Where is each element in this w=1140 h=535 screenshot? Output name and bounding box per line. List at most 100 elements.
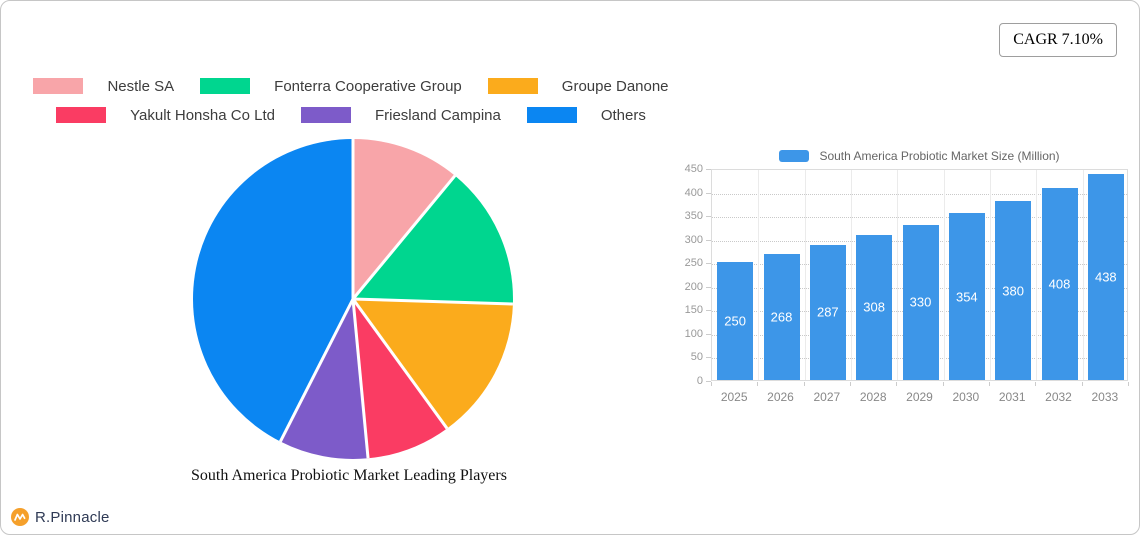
bar-value-label: 438	[1094, 269, 1117, 285]
legend-item-label: Yakult Honsha Co Ltd	[130, 106, 275, 124]
pie-slice-nestle-sa	[353, 139, 455, 299]
x-axis-tick-mark	[803, 382, 805, 386]
legend-color-swatch	[487, 78, 538, 94]
x-axis-tick-mark	[850, 382, 851, 386]
y-axis-tick-label: 100	[684, 327, 703, 340]
x-axis-tick-mark	[1128, 382, 1129, 386]
pie-slice-fonterra-cooperative-group	[353, 175, 513, 305]
pie-chart	[188, 134, 518, 464]
bar-value-label: 287	[816, 304, 839, 320]
x-axis-tick-mark	[1081, 382, 1083, 386]
gridline-horizontal	[712, 193, 1127, 195]
y-axis-tick-mark	[706, 169, 711, 170]
legend-color-swatch	[200, 78, 251, 94]
x-axis-tick-mark	[757, 382, 759, 386]
bar-chart-legend[interactable]: South America Probiotic Market Size (Mil…	[711, 148, 1128, 164]
y-axis-tick-label: 400	[684, 186, 703, 199]
legend-item-label: Friesland Campina	[374, 106, 501, 124]
gridline-vertical	[851, 170, 852, 380]
bar-value-label: 250	[724, 313, 746, 329]
pie-legend: Nestle SA Fonterra Cooperative Group Group…	[31, 75, 671, 133]
legend-color-swatch	[33, 78, 84, 94]
bar-value-label: 268	[770, 309, 793, 325]
gridline-vertical	[804, 170, 806, 380]
pie-legend-row-2: Yakult Honsha Co Ltd Friesland Campina Oth…	[31, 104, 671, 126]
gridline-vertical	[897, 170, 899, 380]
pie-slice-yakult-honsha-co-ltd	[353, 299, 448, 459]
bar-value-label: 308	[863, 299, 885, 315]
y-axis-tick-mark	[706, 357, 711, 359]
legend-item-label: Nestle SA	[107, 77, 175, 95]
y-axis-tick-mark	[706, 333, 711, 335]
bar-2025: 250	[717, 262, 754, 380]
gridline-vertical	[943, 170, 945, 380]
bar-2030: 354	[948, 213, 985, 380]
legend-item-fonterra-cooperative-group[interactable]: Fonterra Cooperative Group	[200, 78, 462, 95]
gridline-vertical	[990, 170, 991, 380]
y-axis-tick-label: 50	[690, 351, 703, 364]
pie-slice-divider	[351, 298, 370, 459]
legend-color-swatch	[300, 107, 351, 123]
legend-item-nestle-sa[interactable]: Nestle SA	[33, 78, 174, 95]
brand-icon	[11, 508, 29, 526]
legend-item-groupe-danone[interactable]: Groupe Danone	[487, 77, 669, 95]
gridline-horizontal	[712, 217, 1127, 219]
x-axis-tick-mark	[711, 382, 712, 386]
y-axis-tick-mark	[706, 239, 711, 241]
x-axis-tick-label: 2026	[767, 390, 794, 404]
x-axis-tick-label: 2029	[906, 390, 933, 404]
x-axis-tick-mark	[989, 382, 990, 386]
legend-item-label: Fonterra Cooperative Group	[274, 77, 462, 95]
bar-2029: 330	[902, 224, 939, 380]
brand-logo: R.Pinnacle	[11, 508, 110, 526]
pie-slice-friesland-campina	[280, 299, 369, 460]
legend-item-yakult-honsha-co-ltd[interactable]: Yakult Honsha Co Ltd	[56, 107, 275, 124]
y-axis-tick-label: 350	[684, 210, 703, 223]
bar-2028: 308	[856, 234, 893, 380]
y-axis-tick-mark	[706, 216, 711, 218]
bar-value-label: 380	[1002, 283, 1024, 298]
pie-legend-row-1: Nestle SA Fonterra Cooperative Group Group…	[31, 75, 671, 97]
y-axis-tick-mark	[706, 192, 711, 194]
pie-slice-divider	[352, 297, 513, 306]
bar-2031: 380	[995, 201, 1032, 380]
y-axis-tick-mark	[706, 310, 711, 312]
bar-legend-label: South America Probiotic Market Size (Mil…	[819, 149, 1060, 163]
x-axis-tick-mark	[942, 382, 944, 386]
y-axis-tick-label: 250	[684, 257, 703, 270]
pie-slice-divider	[279, 298, 355, 443]
y-axis-tick-label: 300	[684, 233, 703, 246]
y-axis-tick-mark	[706, 263, 711, 265]
brand-name: R.Pinnacle	[35, 508, 110, 526]
bar-2033: 438	[1087, 173, 1124, 380]
cagr-badge: CAGR 7.10%	[999, 23, 1117, 57]
legend-item-label: Groupe Danone	[561, 77, 669, 95]
bar-chart: South America Probiotic Market Size (Mil…	[661, 146, 1140, 416]
x-axis-tick-mark	[896, 382, 898, 386]
y-axis-tick-mark	[706, 286, 711, 288]
legend-item-friesland-campina[interactable]: Friesland Campina	[300, 106, 501, 124]
pie-slice-divider	[351, 174, 457, 300]
gridline-vertical	[758, 170, 760, 380]
legend-color-swatch	[526, 107, 577, 123]
y-axis-tick-label: 200	[684, 280, 703, 293]
bar-value-label: 354	[955, 289, 978, 305]
pie-slice-divider	[351, 298, 449, 430]
x-axis-tick-label: 2025	[720, 390, 748, 404]
x-axis-tick-label: 2031	[998, 390, 1026, 404]
x-axis-tick-label: 2028	[859, 390, 887, 404]
x-axis-tick-label: 2032	[1045, 390, 1072, 404]
pie-slice-others	[193, 139, 353, 442]
pie-chart-title: South America Probiotic Market Leading P…	[191, 467, 507, 484]
bar-legend-swatch	[779, 150, 810, 162]
pie-slice-groupe-danone	[353, 299, 513, 429]
pie-svg	[193, 139, 513, 460]
x-axis-tick-mark	[1035, 382, 1037, 386]
bar-value-label: 408	[1048, 276, 1071, 292]
legend-item-others[interactable]: Others	[526, 107, 646, 124]
bar-2032: 408	[1041, 187, 1078, 380]
x-axis-tick-label: 2033	[1091, 390, 1119, 404]
gridline-vertical	[1082, 170, 1084, 380]
bar-2026: 268	[763, 253, 800, 380]
